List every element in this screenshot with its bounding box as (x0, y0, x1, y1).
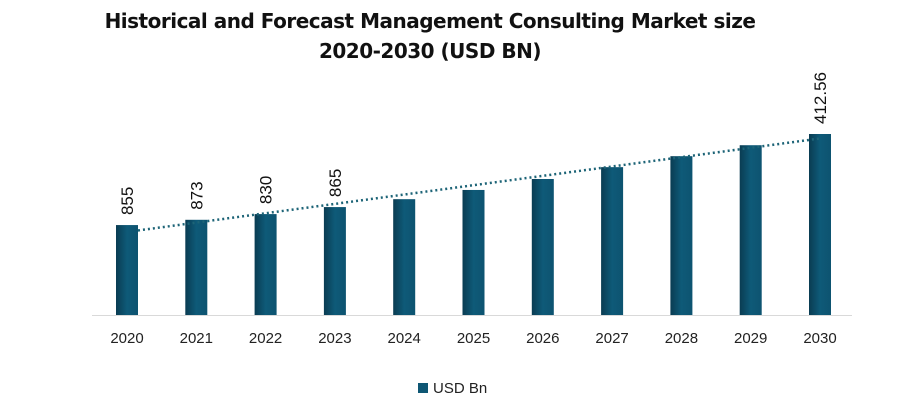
x-tick-label: 2022 (249, 330, 282, 347)
bar-2021 (185, 219, 208, 315)
x-tick-label: 2025 (457, 330, 490, 347)
x-tick-label: 2028 (665, 330, 698, 347)
x-tick-label: 2027 (595, 330, 628, 347)
bar-2024 (393, 199, 416, 315)
bar-2022 (254, 214, 277, 315)
x-tick-label: 2021 (180, 330, 213, 347)
x-tick-label: 2023 (318, 330, 351, 347)
bar-2025 (462, 189, 485, 315)
data-label: 873 (187, 181, 206, 209)
data-label: 830 (257, 176, 276, 204)
data-label: 412.56 (811, 72, 830, 124)
bar-2023 (323, 207, 346, 315)
bar-2029 (739, 145, 762, 315)
data-label: 865 (326, 169, 345, 197)
x-tick-label: 2020 (110, 330, 143, 347)
bar-2028 (670, 156, 693, 315)
chart-title-line1: Historical and Forecast Management Consu… (104, 9, 756, 33)
bar-2027 (601, 167, 624, 315)
chart-title-line2: 2020-2030 (USD BN) (318, 39, 542, 63)
x-tick-label: 2026 (526, 330, 559, 347)
chart-title: Historical and Forecast Management Consu… (0, 6, 860, 66)
legend-label: USD Bn (433, 380, 487, 397)
data-label: 855 (118, 187, 137, 215)
x-tick-label: 2029 (734, 330, 767, 347)
x-tick-label: 2030 (803, 330, 836, 347)
bar-2026 (531, 178, 554, 315)
bar-2020 (116, 225, 138, 315)
bar-2030 (809, 134, 831, 315)
legend-swatch (418, 383, 428, 393)
x-tick-label: 2024 (388, 330, 421, 347)
